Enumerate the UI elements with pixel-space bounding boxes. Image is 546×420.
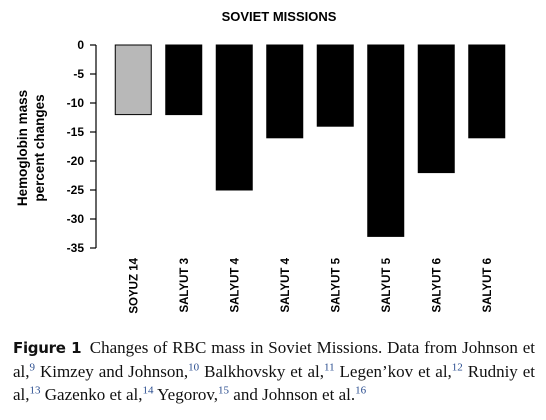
y-tick-label: -5 [73, 67, 84, 81]
y-tick-label: -20 [67, 154, 85, 168]
figure-label: Figure 1 [13, 339, 82, 357]
y-tick-label: -15 [67, 125, 85, 139]
chart-title: SOVIET MISSIONS [222, 9, 337, 24]
bar-8 [468, 44, 506, 139]
bar-4 [266, 44, 304, 139]
x-category-label: SOYUZ 14 [128, 257, 140, 313]
caption-text: Gazenko et al, [40, 385, 143, 404]
caption-text: Kimzey and Johnson, [35, 362, 189, 381]
citation-superscript[interactable]: 15 [218, 384, 230, 397]
y-tick-label: -35 [67, 241, 85, 255]
y-tick-label: -10 [67, 96, 85, 110]
caption-text: Changes of RBC mass in Soviet Missions. … [13, 338, 535, 381]
caption-text: Balkhovsky et al, [199, 362, 324, 381]
y-tick-label: -30 [67, 212, 85, 226]
citation-superscript[interactable]: 11 [323, 361, 335, 374]
caption-text: and Johnson et al. [229, 385, 356, 404]
citation-superscript[interactable]: 10 [188, 361, 200, 374]
x-category-label: SALYUT 4 [229, 257, 241, 312]
x-category-label: SALYUT 4 [280, 257, 292, 312]
citation-superscript[interactable]: 9 [29, 361, 36, 374]
figure-caption: Figure 1 Changes of RBC mass in Soviet M… [13, 336, 535, 406]
bar-3 [215, 44, 253, 191]
x-category-label: SALYUT 6 [431, 258, 443, 313]
caption-text: Legen’kov et al, [334, 362, 452, 381]
bar-6 [367, 44, 405, 237]
citation-superscript[interactable]: 16 [355, 384, 367, 397]
x-category-label: SALYUT 6 [482, 258, 494, 313]
caption-text: Yegorov, [153, 385, 219, 404]
y-tick-label: -25 [67, 183, 85, 197]
x-category-label: SALYUT 3 [179, 258, 191, 313]
y-axis-label-line-1: Hemoglobin mass [15, 90, 30, 206]
chart: SOVIET MISSIONS Hemoglobin mass percent … [15, 9, 506, 314]
y-tick-label: 0 [77, 38, 84, 52]
x-category-label: SALYUT 5 [330, 257, 342, 312]
citation-superscript[interactable]: 14 [142, 384, 154, 397]
bar-2 [165, 44, 203, 116]
x-category-label: SALYUT 5 [381, 257, 393, 312]
y-axis-label-line-2: percent changes [32, 94, 47, 201]
bar-1 [114, 44, 152, 116]
bar-7 [417, 44, 455, 174]
citation-superscript[interactable]: 12 [451, 361, 463, 374]
citation-superscript[interactable]: 13 [29, 384, 41, 397]
caption-text: Rudniy et al, [13, 362, 535, 404]
bar-5 [316, 44, 354, 127]
